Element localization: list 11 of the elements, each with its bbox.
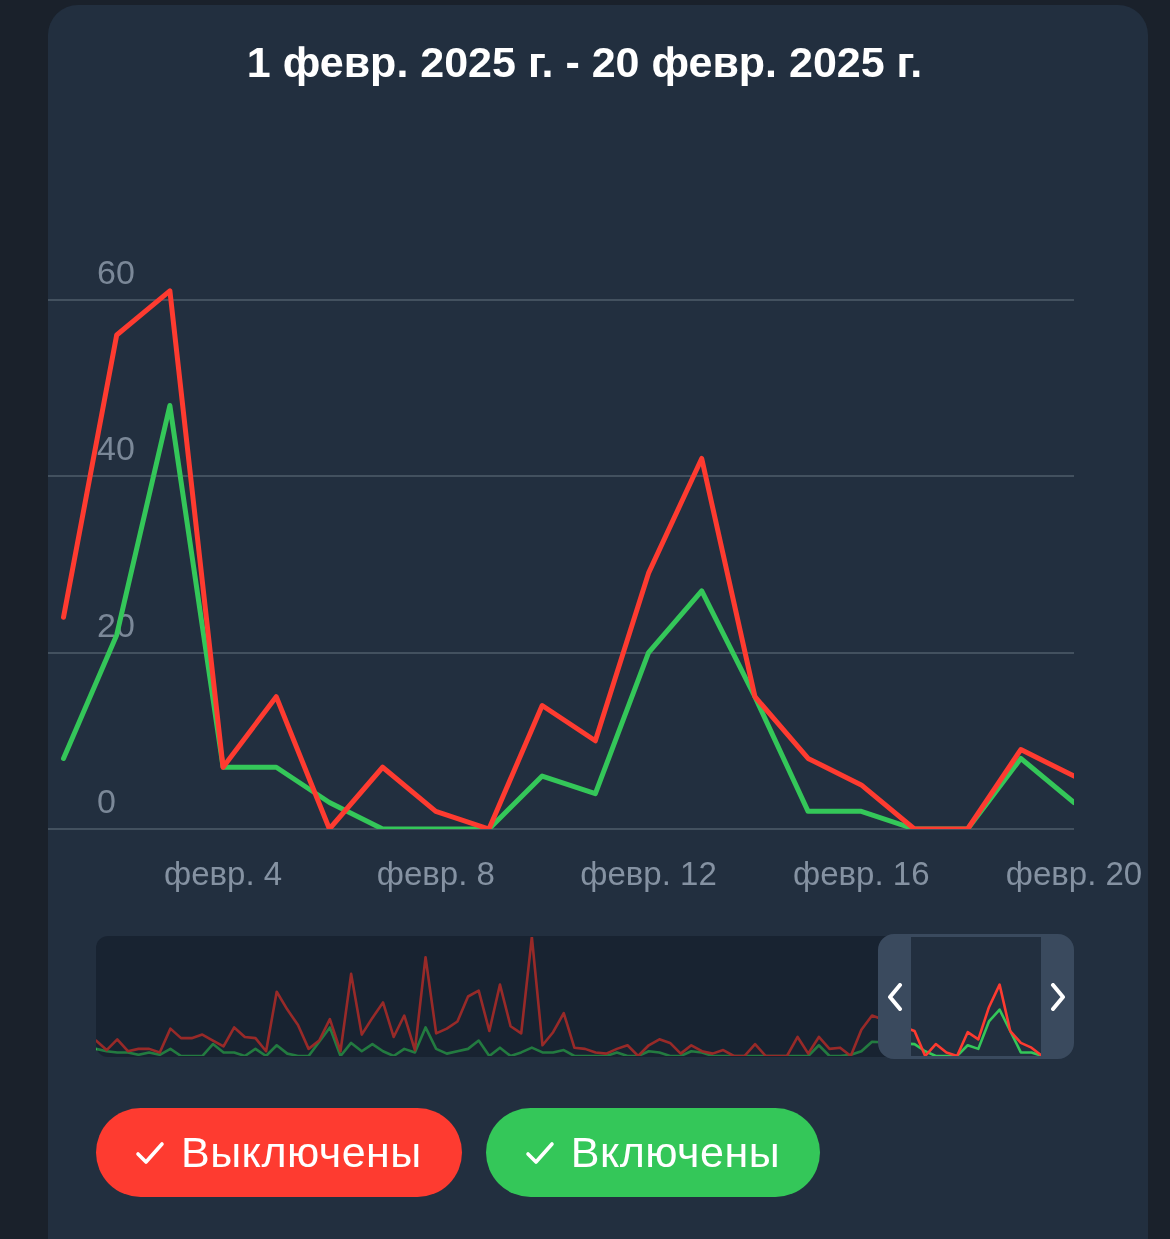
x-tick-label: февр. 12: [580, 855, 717, 893]
x-tick-label: февр. 4: [164, 855, 283, 893]
text: Выключены: [181, 1128, 422, 1177]
text: 1 февр. 2025 г. - 20 февр. 2025 г.: [245, 37, 924, 88]
y-tick-label: 0: [97, 782, 116, 820]
y-tick-label: 40: [97, 429, 135, 467]
text: Включены: [570, 1128, 781, 1177]
x-tick-label: февр. 20: [1005, 855, 1143, 893]
y-tick-label: 60: [97, 253, 135, 291]
x-tick-label: февр. 8: [376, 855, 495, 893]
x-tick-label: февр. 16: [793, 855, 930, 893]
